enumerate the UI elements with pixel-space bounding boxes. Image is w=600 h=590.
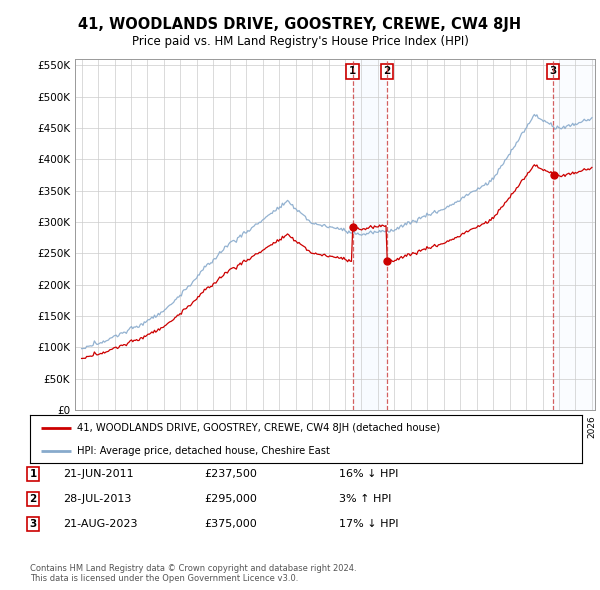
Text: 3% ↑ HPI: 3% ↑ HPI [339,494,391,504]
Text: 41, WOODLANDS DRIVE, GOOSTREY, CREWE, CW4 8JH (detached house): 41, WOODLANDS DRIVE, GOOSTREY, CREWE, CW… [77,423,440,433]
Text: 3: 3 [550,66,557,76]
Bar [353,59,387,410]
Text: 1: 1 [29,469,37,479]
Text: 16% ↓ HPI: 16% ↓ HPI [339,469,398,479]
Text: 3: 3 [29,519,37,529]
Text: HPI: Average price, detached house, Cheshire East: HPI: Average price, detached house, Ches… [77,446,330,456]
Text: £295,000: £295,000 [204,494,257,504]
Text: Price paid vs. HM Land Registry's House Price Index (HPI): Price paid vs. HM Land Registry's House … [131,35,469,48]
Bar [553,59,595,410]
Text: 2: 2 [383,66,391,76]
Text: 21-JUN-2011: 21-JUN-2011 [63,469,134,479]
Text: £375,000: £375,000 [204,519,257,529]
Text: 41, WOODLANDS DRIVE, GOOSTREY, CREWE, CW4 8JH: 41, WOODLANDS DRIVE, GOOSTREY, CREWE, CW… [79,17,521,31]
Text: 21-AUG-2023: 21-AUG-2023 [63,519,137,529]
Bar [553,59,595,410]
Text: 28-JUL-2013: 28-JUL-2013 [63,494,131,504]
Text: £237,500: £237,500 [204,469,257,479]
Text: 17% ↓ HPI: 17% ↓ HPI [339,519,398,529]
Text: Contains HM Land Registry data © Crown copyright and database right 2024.
This d: Contains HM Land Registry data © Crown c… [30,563,356,583]
Text: 2: 2 [29,494,37,504]
Text: 1: 1 [349,66,356,76]
